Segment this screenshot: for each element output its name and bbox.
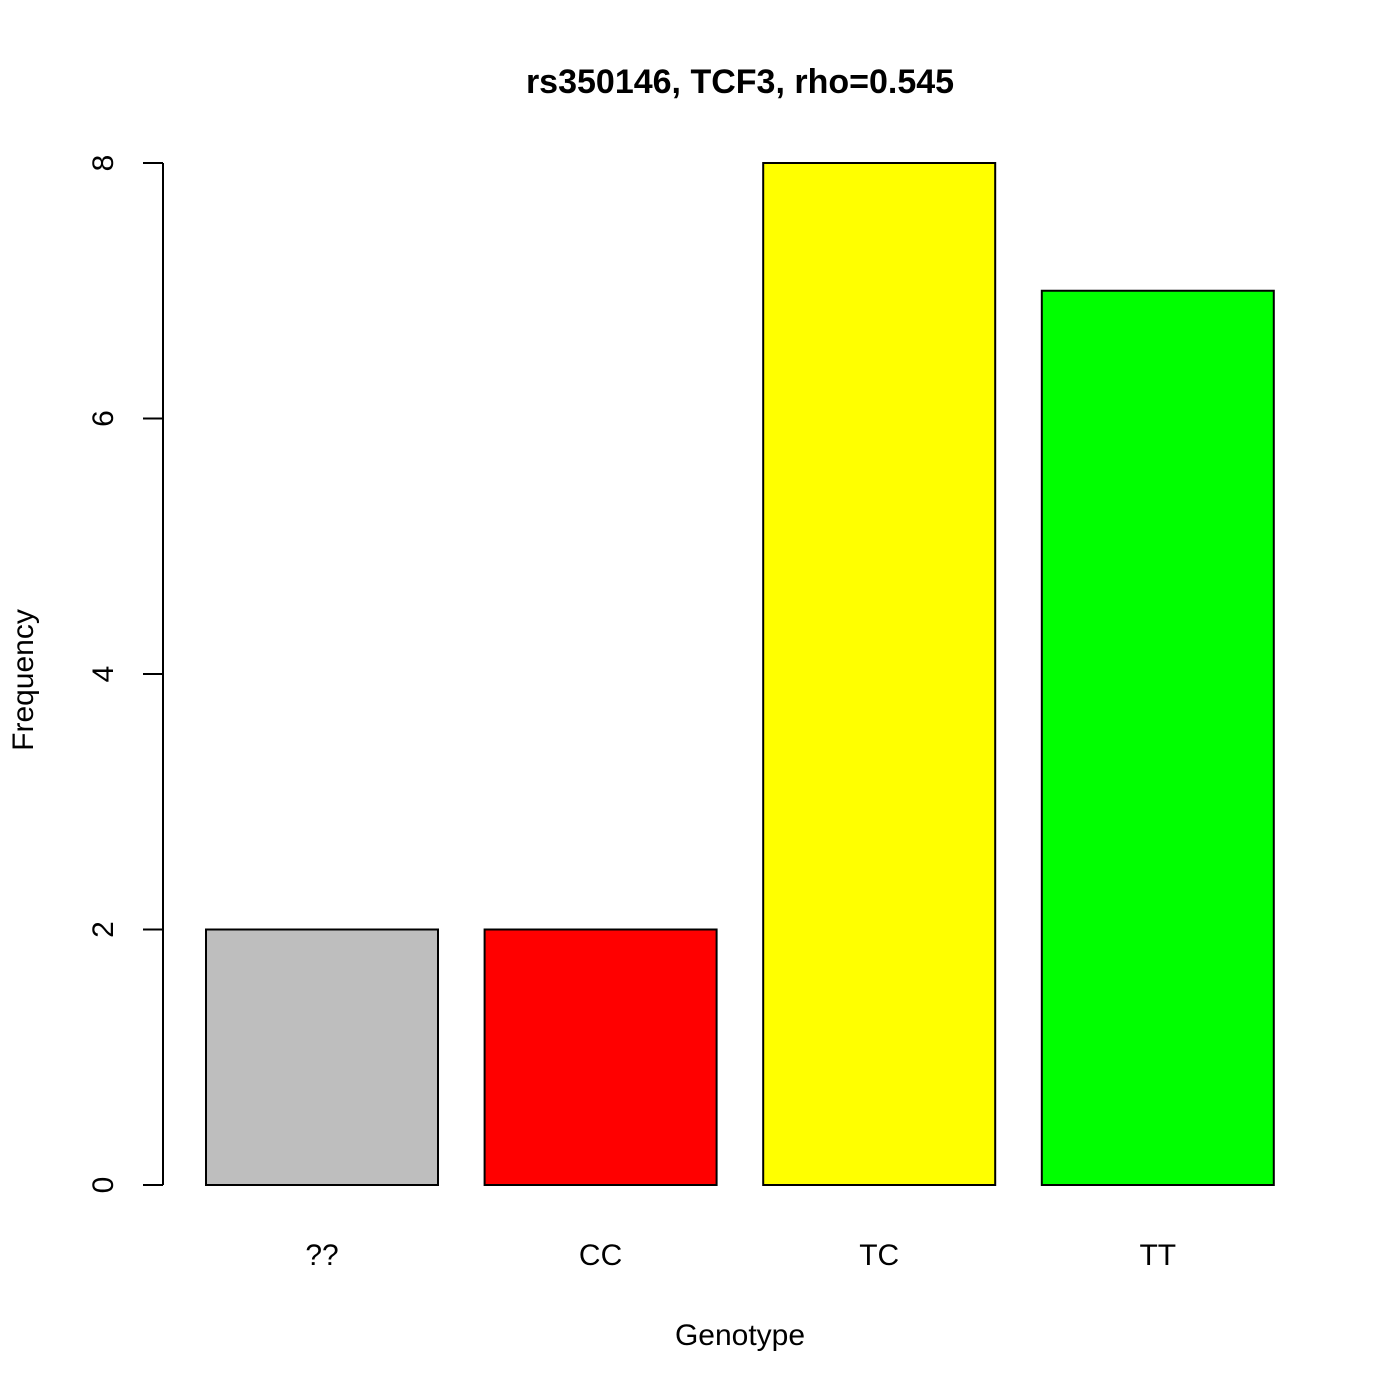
x-axis-label: Genotype — [675, 1319, 805, 1352]
y-axis-label: Frequency — [7, 609, 40, 751]
y-tick-label: 0 — [87, 1177, 120, 1194]
bar — [205, 928, 439, 1186]
bar — [1040, 289, 1275, 1186]
chart-title: rs350146, TCF3, rho=0.545 — [526, 63, 954, 101]
bar — [762, 162, 997, 1186]
x-tick-label: CC — [579, 1239, 622, 1272]
x-tick-label: ?? — [305, 1239, 338, 1272]
y-tick-label: 8 — [87, 155, 120, 172]
y-tick-label: 6 — [87, 410, 120, 427]
bar — [483, 928, 718, 1186]
y-tick-label: 2 — [87, 921, 120, 938]
x-tick-label: TT — [1139, 1239, 1176, 1272]
x-tick-label: TC — [859, 1239, 899, 1272]
y-tick-label: 4 — [87, 666, 120, 683]
